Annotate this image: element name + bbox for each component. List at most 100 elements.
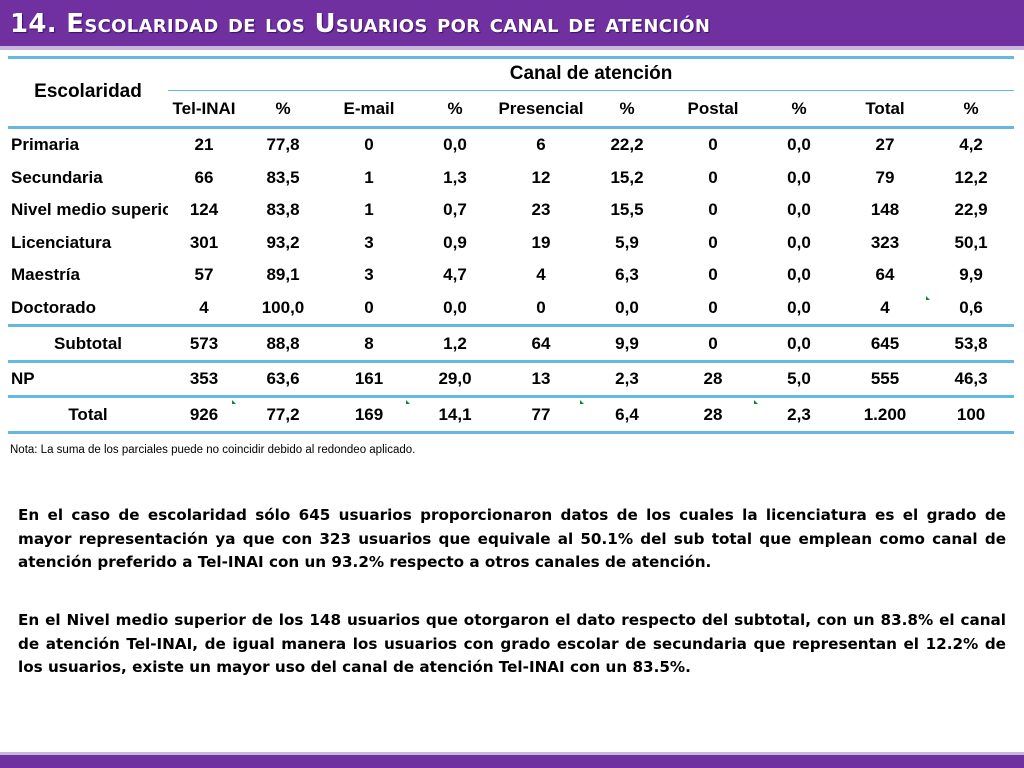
table-cell: 169 bbox=[326, 396, 412, 434]
paragraph-1: En el caso de escolaridad sólo 645 usuar… bbox=[18, 506, 1006, 571]
table-cell: 0 bbox=[364, 297, 374, 317]
table-cell: 66 bbox=[194, 167, 214, 187]
table-row: Licenciatura 301 93,2 3 0,9 19 5,9 0 0,0 323 50,1 bbox=[8, 227, 1014, 260]
table-cell: 15,5 bbox=[610, 200, 644, 220]
table-cell: 28 bbox=[670, 396, 756, 434]
table-cell: 0,0 bbox=[787, 167, 811, 187]
table-cell: 1 bbox=[364, 167, 374, 187]
table-cell: 46,3 bbox=[928, 361, 1015, 398]
table-cell: 0,0 bbox=[443, 297, 467, 317]
table-cell: 5,9 bbox=[615, 232, 639, 252]
table-cell: 0 bbox=[670, 324, 756, 363]
table-cell: 0 bbox=[708, 232, 718, 252]
table-cell: 57 bbox=[194, 265, 214, 285]
table-cell: 9,9 bbox=[959, 265, 983, 285]
table-cell: 0,0 bbox=[787, 265, 811, 285]
green-corner-mark bbox=[406, 400, 410, 404]
table-cell: 29,0 bbox=[412, 361, 498, 398]
title-bar: 14. Escolaridad de los Usuarios por cana… bbox=[0, 0, 1024, 50]
table-cell: 83,5 bbox=[266, 167, 300, 187]
row-label: Secundaria bbox=[11, 167, 103, 187]
table-cell: 6,3 bbox=[615, 265, 639, 285]
row-header: Escolaridad bbox=[8, 57, 168, 129]
table-cell: 64 bbox=[875, 265, 895, 285]
table-note: Nota: La suma de los parciales puede no … bbox=[10, 444, 416, 456]
row-label: Primaria bbox=[11, 135, 80, 155]
table-cell: 1,2 bbox=[412, 324, 498, 363]
table-cell: 0,0 bbox=[443, 135, 467, 155]
column-header: % bbox=[928, 90, 1015, 129]
row-label: Total bbox=[8, 396, 168, 434]
table-cell: 27 bbox=[875, 135, 895, 155]
table-row: Nivel medio superior 124 83,8 1 0,7 23 15,5 0 0,… bbox=[8, 194, 1014, 227]
table-cell: 0 bbox=[708, 297, 718, 317]
table-cell: 323 bbox=[870, 232, 900, 252]
column-header: Total bbox=[842, 90, 928, 129]
bottom-bar bbox=[0, 752, 1024, 768]
table-cell: 9,9 bbox=[584, 324, 670, 363]
table-cell: 64 bbox=[498, 324, 584, 363]
table-cell: 22,9 bbox=[954, 200, 988, 220]
table-cell: 12 bbox=[531, 167, 551, 187]
green-corner-mark bbox=[232, 400, 236, 404]
table-cell: 0 bbox=[708, 265, 718, 285]
table-cell: 28 bbox=[670, 361, 756, 398]
table-cell: 2,3 bbox=[584, 361, 670, 398]
table-cell: 0,0 bbox=[787, 297, 811, 317]
table-row: Maestría 57 89,1 3 4,7 4 6,3 0 0,0 64 9,9 bbox=[8, 259, 1014, 292]
subtotal-row: Subtotal 573 88,8 8 1,2 64 9,9 0 0,0 645 53,8 bbox=[8, 324, 1015, 363]
table-cell: 79 bbox=[875, 167, 895, 187]
table-cell: 2,3 bbox=[756, 396, 842, 434]
table-cell: 573 bbox=[168, 324, 240, 363]
green-corner-mark bbox=[926, 296, 930, 300]
table-cell: 21 bbox=[194, 135, 214, 155]
slide-title: 14. Escolaridad de los Usuarios por cana… bbox=[10, 9, 711, 39]
table-cell: 0 bbox=[708, 200, 718, 220]
table-cell: 19 bbox=[531, 232, 551, 252]
table-cell: 4 bbox=[199, 297, 209, 317]
paragraph-2: En el Nivel medio superior de los 148 us… bbox=[18, 611, 1006, 676]
table-cell: 301 bbox=[189, 232, 219, 252]
table-cell: 161 bbox=[326, 361, 412, 398]
schooling-table: Escolaridad Canal de atención Tel-INAI% E… bbox=[8, 57, 1015, 434]
table-cell: 124 bbox=[189, 200, 219, 220]
column-header: % bbox=[240, 90, 326, 129]
table-cell: 0,7 bbox=[443, 200, 467, 220]
column-headers: Tel-INAI% E-mail% Presencial% Postal% Total% bbox=[8, 90, 1015, 129]
table-cell: 50,1 bbox=[954, 232, 988, 252]
table-row: Secundaria 66 83,5 1 1,3 12 15,2 0 0,0 79 12,2 bbox=[8, 162, 1014, 195]
table-cell: 100 bbox=[928, 396, 1015, 434]
table-cell: 4 bbox=[536, 265, 546, 285]
row-label: Nivel medio superior bbox=[11, 200, 168, 220]
row-label: Maestría bbox=[11, 265, 80, 285]
table-cell: 0,0 bbox=[787, 135, 811, 155]
table-cell: 89,1 bbox=[266, 265, 300, 285]
table-cell: 0,0 bbox=[787, 232, 811, 252]
table-row: Primaria 21 77,8 0 0,0 6 22,2 0 0,0 27 4,2 bbox=[8, 128, 1014, 162]
table-cell: 23 bbox=[531, 200, 551, 220]
table-cell: 13 bbox=[498, 361, 584, 398]
row-label: Subtotal bbox=[8, 324, 168, 363]
table-cell: 0 bbox=[536, 297, 546, 317]
table-cell: 83,8 bbox=[266, 200, 300, 220]
table-container: Escolaridad Canal de atención Tel-INAI% E… bbox=[8, 57, 1015, 434]
table-cell: 4,7 bbox=[443, 265, 467, 285]
green-corner-mark bbox=[580, 400, 584, 404]
column-header: % bbox=[412, 90, 498, 129]
table-cell: 0 bbox=[364, 135, 374, 155]
table-cell: 0,9 bbox=[443, 232, 467, 252]
table-cell: 5,0 bbox=[756, 361, 842, 398]
table-cell: 1,3 bbox=[443, 167, 467, 187]
table-cell: 645 bbox=[842, 324, 928, 363]
table-cell: 353 bbox=[168, 361, 240, 398]
table-cell: 0,0 bbox=[756, 324, 842, 363]
table-body: Primaria 21 77,8 0 0,0 6 22,2 0 0,0 27 4,2 Secundar… bbox=[8, 128, 1015, 434]
table-cell: 63,6 bbox=[240, 361, 326, 398]
table-cell: 93,2 bbox=[266, 232, 300, 252]
row-label: Doctorado bbox=[11, 297, 96, 317]
table-cell: 0 bbox=[708, 135, 718, 155]
table-cell: 77 bbox=[498, 396, 584, 434]
np-row: NP 353 63,6 161 29,0 13 2,3 28 5,0 555 46,3 bbox=[8, 361, 1015, 398]
table-cell: 1.200 bbox=[842, 396, 928, 434]
column-header: Tel-INAI bbox=[168, 90, 240, 129]
